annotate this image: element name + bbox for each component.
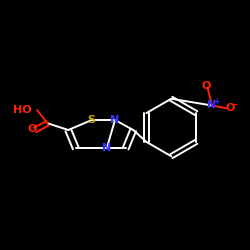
Text: O: O [28,124,37,134]
Text: N: N [208,100,216,110]
Text: S: S [88,115,96,125]
Text: N: N [102,143,112,153]
Text: HO: HO [14,105,32,115]
Text: O: O [202,81,211,91]
Text: N: N [110,115,120,125]
Text: O: O [225,103,235,113]
Text: +: + [214,96,220,106]
Text: −: − [231,100,238,110]
